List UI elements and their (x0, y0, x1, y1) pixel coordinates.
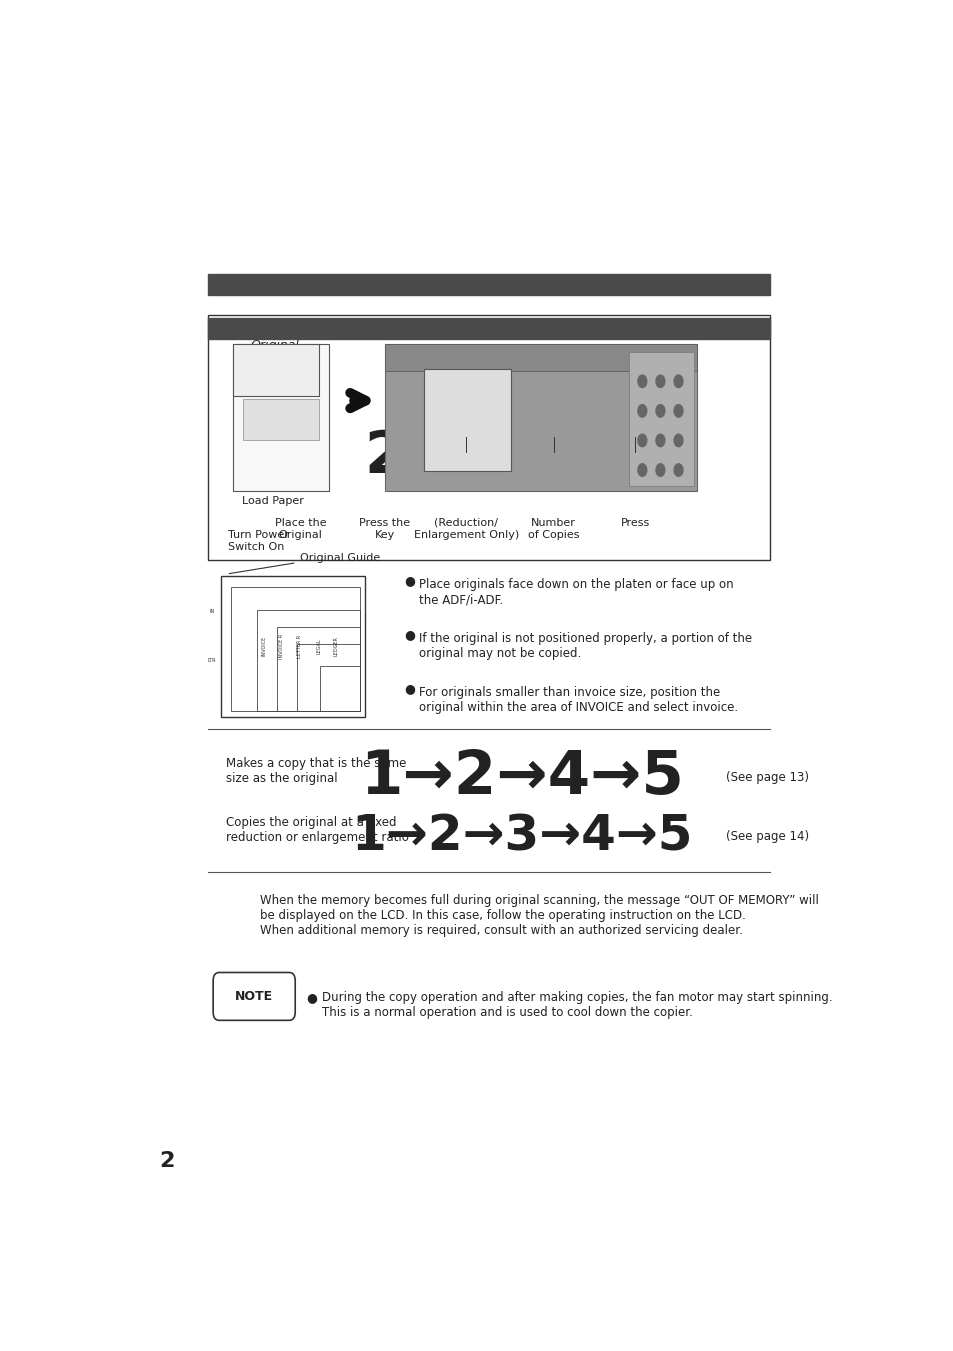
Text: 4: 4 (533, 428, 574, 485)
Text: 1: 1 (280, 428, 320, 485)
Text: ●: ● (404, 574, 415, 588)
Text: ●: ● (306, 992, 316, 1004)
Circle shape (674, 376, 682, 388)
Text: When the memory becomes full during original scanning, the message “OUT OF MEMOR: When the memory becomes full during orig… (259, 894, 818, 938)
Text: Turn Power
Switch On: Turn Power Switch On (228, 530, 288, 551)
Text: Press: Press (619, 517, 649, 528)
Text: Original: Original (250, 339, 298, 353)
Bar (385, 345, 696, 370)
Bar (424, 369, 511, 471)
Text: Place the
Original: Place the Original (274, 517, 326, 539)
Text: 1→2→4→5: 1→2→4→5 (360, 748, 683, 808)
Text: INVOICE: INVOICE (261, 636, 266, 657)
Text: (See page 13): (See page 13) (724, 771, 808, 785)
Bar (319, 666, 360, 711)
Text: LEDGER: LEDGER (333, 636, 338, 657)
Text: If the original is not positioned properly, a portion of the
original may not be: If the original is not positioned proper… (418, 632, 751, 661)
Text: ●: ● (404, 628, 415, 642)
Bar (233, 345, 319, 396)
Bar (231, 588, 360, 711)
Circle shape (638, 434, 646, 447)
Text: Original Guide: Original Guide (300, 553, 380, 562)
Text: 5: 5 (614, 428, 655, 485)
Text: For originals smaller than invoice size, position the
original within the area o: For originals smaller than invoice size,… (418, 686, 737, 715)
Circle shape (656, 434, 664, 447)
Text: ●: ● (404, 682, 415, 696)
Circle shape (674, 463, 682, 477)
Text: Copies the original at a fixed
reduction or enlargement ratio: Copies the original at a fixed reduction… (226, 816, 409, 844)
Bar (256, 609, 360, 711)
Text: During the copy operation and after making copies, the fan motor may start spinn: During the copy operation and after maki… (321, 992, 832, 1019)
Text: LTR: LTR (207, 658, 215, 663)
Bar (296, 643, 360, 711)
Text: Place originals face down on the platen or face up on
the ADF/i-ADF.: Place originals face down on the platen … (418, 578, 733, 607)
Text: 2: 2 (159, 1151, 174, 1171)
Bar (208, 274, 769, 296)
Circle shape (674, 434, 682, 447)
Bar (276, 627, 360, 711)
Circle shape (638, 405, 646, 417)
Circle shape (638, 463, 646, 477)
FancyBboxPatch shape (213, 973, 294, 1020)
Bar (385, 345, 696, 490)
Text: Number
of Copies: Number of Copies (527, 517, 578, 539)
Circle shape (656, 463, 664, 477)
Text: NOTE: NOTE (234, 990, 273, 1002)
Text: 3: 3 (446, 428, 486, 485)
Text: (See page 14): (See page 14) (724, 830, 808, 843)
Circle shape (638, 376, 646, 388)
Text: 1→2→3→4→5: 1→2→3→4→5 (351, 812, 692, 861)
Text: Load Paper: Load Paper (241, 496, 303, 505)
Bar (243, 399, 319, 439)
Bar (208, 317, 769, 339)
Circle shape (656, 376, 664, 388)
Circle shape (656, 405, 664, 417)
Bar (208, 315, 769, 559)
Text: INVOICE R: INVOICE R (278, 634, 283, 659)
Bar (629, 351, 693, 486)
Bar (220, 576, 364, 716)
Text: 2: 2 (364, 428, 405, 485)
Bar (233, 345, 329, 490)
Text: LEGAL: LEGAL (315, 639, 321, 654)
Text: Press the
Key: Press the Key (359, 517, 410, 539)
Text: Makes a copy that is the same
size as the original: Makes a copy that is the same size as th… (226, 757, 406, 785)
Text: (Reduction/
Enlargement Only): (Reduction/ Enlargement Only) (414, 517, 518, 539)
Text: IN: IN (209, 609, 214, 613)
Text: LETTER R: LETTER R (297, 635, 302, 658)
Circle shape (674, 405, 682, 417)
